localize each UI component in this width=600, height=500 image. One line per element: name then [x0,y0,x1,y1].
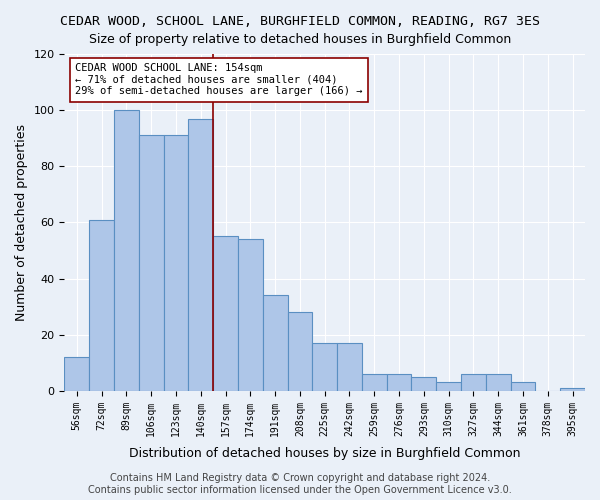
Text: CEDAR WOOD, SCHOOL LANE, BURGHFIELD COMMON, READING, RG7 3ES: CEDAR WOOD, SCHOOL LANE, BURGHFIELD COMM… [60,15,540,28]
Bar [461,374,486,391]
Bar [64,357,89,391]
Bar [337,343,362,391]
Bar [238,240,263,391]
Bar [436,382,461,391]
Bar [313,343,337,391]
Text: Contains HM Land Registry data © Crown copyright and database right 2024.
Contai: Contains HM Land Registry data © Crown c… [88,474,512,495]
Bar [560,388,585,391]
Bar [511,382,535,391]
Bar [114,110,139,391]
Text: Size of property relative to detached houses in Burghfield Common: Size of property relative to detached ho… [89,32,511,46]
Bar [486,374,511,391]
Bar [263,296,287,391]
Bar [386,374,412,391]
Text: CEDAR WOOD SCHOOL LANE: 154sqm
← 71% of detached houses are smaller (404)
29% of: CEDAR WOOD SCHOOL LANE: 154sqm ← 71% of … [75,63,362,96]
Bar [139,136,164,391]
Bar [188,118,213,391]
Bar [89,220,114,391]
Bar [213,236,238,391]
Bar [362,374,386,391]
Y-axis label: Number of detached properties: Number of detached properties [15,124,28,321]
X-axis label: Distribution of detached houses by size in Burghfield Common: Distribution of detached houses by size … [129,447,520,460]
Bar [164,136,188,391]
Bar [287,312,313,391]
Bar [412,377,436,391]
